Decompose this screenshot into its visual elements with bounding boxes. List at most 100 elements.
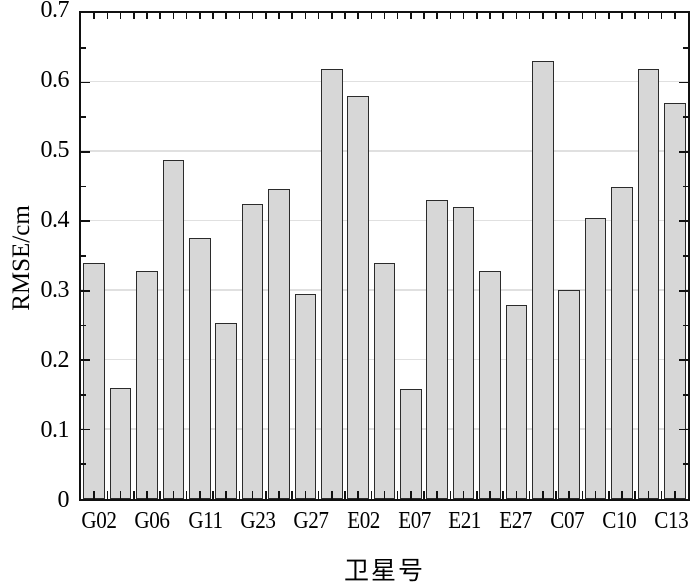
x-tick-label: E21	[448, 508, 482, 534]
bar	[452, 206, 475, 499]
x-axis-tick	[396, 491, 399, 499]
bar	[505, 304, 528, 499]
bar-slot	[239, 13, 265, 499]
x-label-slot: C07	[548, 508, 587, 540]
x-axis-tick	[581, 13, 584, 19]
x-axis-tick	[634, 13, 636, 19]
x-label-slot	[586, 508, 600, 540]
x-axis-tick	[212, 13, 214, 19]
x-axis-tick	[225, 13, 227, 19]
x-axis-tick	[555, 491, 557, 499]
bar	[663, 102, 686, 499]
x-axis-tick	[106, 13, 109, 19]
x-axis-tick	[132, 491, 135, 499]
x-axis-tick	[225, 491, 227, 499]
x-label-slot: C13	[652, 508, 691, 540]
bar	[558, 290, 581, 499]
y-axis-tick	[81, 428, 90, 431]
x-axis-tick	[555, 13, 557, 19]
x-axis-tick	[172, 491, 175, 499]
bar	[294, 293, 317, 499]
y-axis-tick	[683, 116, 688, 118]
y-axis-tick	[683, 324, 688, 327]
x-label-slot: E07	[396, 508, 433, 540]
y-tick-label: 0.7	[40, 0, 70, 23]
x-label-slot: G27	[291, 508, 331, 540]
x-axis-tick	[660, 491, 663, 499]
x-axis-tick	[278, 491, 280, 499]
y-axis-tick	[683, 185, 688, 188]
bar	[426, 200, 449, 499]
y-tick-label: 0.5	[40, 136, 70, 163]
x-axis-tick	[330, 13, 333, 19]
x-axis-tick	[185, 13, 188, 19]
y-axis-tick	[81, 359, 90, 361]
x-axis-tick	[159, 13, 161, 19]
x-axis-title: 卫星号	[343, 558, 425, 585]
x-label-slot: E02	[345, 508, 382, 540]
bar-slot	[398, 13, 424, 499]
bar	[241, 203, 264, 499]
x-axis-tick	[608, 491, 610, 499]
x-tick-label: G02	[81, 508, 117, 534]
x-axis-tick	[370, 491, 373, 499]
x-axis-tick	[462, 491, 465, 499]
x-axis-tick	[198, 13, 201, 19]
x-axis-tick	[251, 13, 254, 19]
plot-area	[79, 11, 690, 501]
x-axis-tick	[198, 491, 201, 499]
x-axis-tick	[317, 491, 320, 499]
x-axis-tick	[251, 491, 254, 499]
x-axis-tick	[172, 13, 175, 19]
bar	[162, 160, 185, 499]
bar	[479, 271, 501, 499]
y-tick-label: 0.3	[40, 276, 70, 303]
bar	[584, 217, 607, 499]
bar-slot	[266, 13, 292, 499]
bar-slot	[609, 13, 635, 499]
x-axis-tick	[146, 13, 148, 19]
x-label-slot	[638, 508, 652, 540]
x-axis-tick	[132, 13, 135, 19]
x-axis-tick	[291, 13, 293, 19]
bar-slot	[292, 13, 318, 499]
x-axis-tick	[568, 13, 571, 19]
bars-layer	[81, 13, 688, 499]
x-axis-tick	[396, 13, 399, 19]
x-axis-tick	[291, 491, 293, 499]
x-axis-tick	[304, 491, 307, 499]
bar	[637, 68, 660, 499]
y-tick-label: 0	[57, 486, 70, 513]
x-axis-tick	[212, 491, 214, 499]
y-axis-tick-labels: 0 0.1 0.2 0.3 0.4 0.5 0.6 0.7	[0, 0, 74, 513]
gridline	[81, 150, 688, 152]
bar-slot	[424, 13, 450, 499]
bar	[532, 60, 554, 499]
x-axis-tick	[660, 13, 663, 19]
bar	[83, 262, 105, 499]
bar	[347, 96, 369, 499]
x-label-slot	[382, 508, 396, 540]
x-axis-tick	[106, 491, 109, 499]
x-axis-tick	[410, 491, 412, 499]
x-label-slot: G06	[132, 508, 172, 540]
x-axis-tick	[489, 13, 491, 19]
x-axis-tick-labels: G02 G06 G11 G23 G27 E02 E07 E21 E27 C07 C10 C13	[79, 508, 690, 540]
x-axis-tick	[515, 491, 518, 499]
bar-slot	[556, 13, 582, 499]
gridline	[81, 81, 688, 83]
bar-slot	[187, 13, 213, 499]
y-axis-tick	[81, 463, 86, 466]
x-axis-tick	[647, 491, 650, 499]
x-label-slot: G02	[79, 508, 119, 540]
x-axis-tick	[370, 13, 373, 19]
y-axis-tick	[81, 394, 86, 396]
y-axis-tick	[679, 289, 688, 292]
x-axis-tick	[344, 491, 346, 499]
x-axis-tick	[317, 13, 320, 19]
y-axis-tick	[679, 428, 688, 431]
y-tick-label: 0.1	[40, 416, 70, 443]
bar-slot	[503, 13, 529, 499]
x-tick-label: E02	[347, 508, 380, 534]
